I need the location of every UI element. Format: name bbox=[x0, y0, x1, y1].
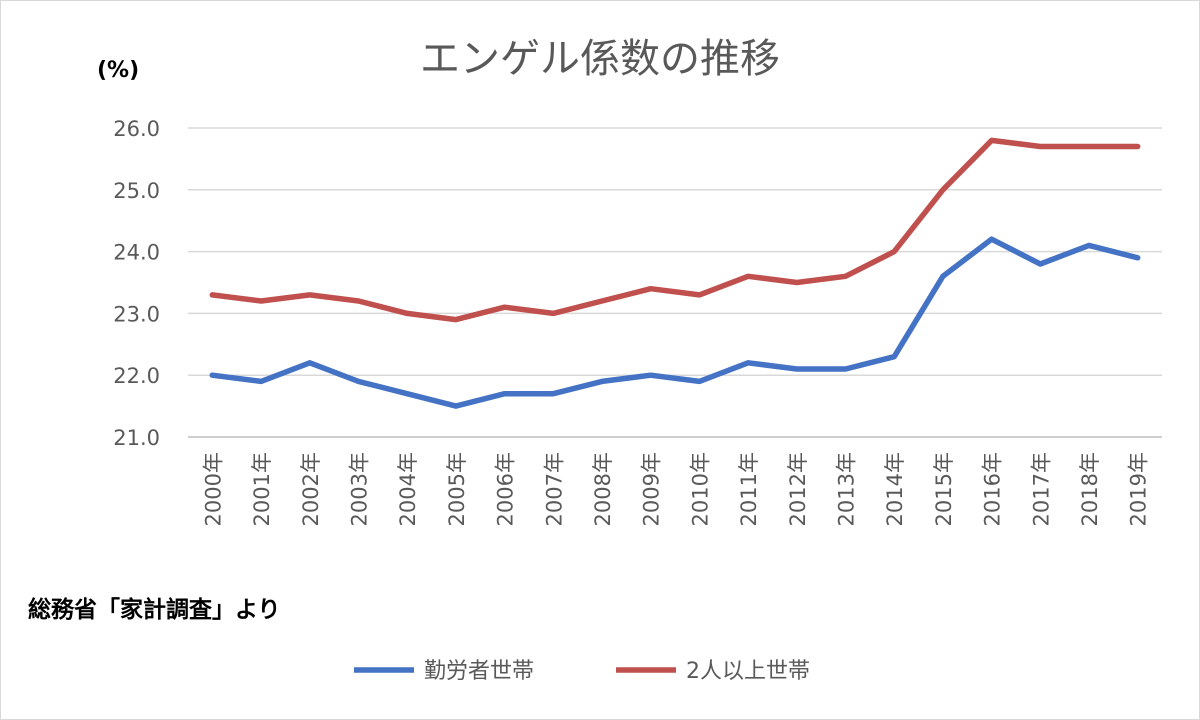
x-tick-label: 2002年 bbox=[299, 452, 323, 526]
y-tick-label: 24.0 bbox=[113, 241, 160, 265]
x-tick-label: 2017年 bbox=[1029, 452, 1053, 526]
x-tick-label: 2012年 bbox=[786, 452, 810, 526]
x-tick-label: 2004年 bbox=[396, 452, 420, 526]
x-tick-label: 2009年 bbox=[640, 452, 664, 526]
y-tick-label: 21.0 bbox=[113, 426, 160, 450]
legend: 勤労者世帯 2人以上世帯 bbox=[354, 659, 810, 684]
chart-title: エンゲル係数の推移 bbox=[420, 36, 780, 82]
series-line-1 bbox=[209, 236, 1141, 409]
x-tick-label: 2006年 bbox=[494, 452, 518, 526]
x-tick-label: 2011年 bbox=[737, 452, 761, 526]
y-axis-unit: (%) bbox=[97, 58, 139, 83]
y-tick-label: 26.0 bbox=[113, 117, 160, 141]
x-tick-label: 2005年 bbox=[445, 452, 469, 526]
y-tick-label: 23.0 bbox=[113, 302, 160, 326]
x-tick-label: 2003年 bbox=[347, 452, 371, 526]
legend-label: 2人以上世帯 bbox=[686, 659, 810, 684]
x-tick-label: 2000年 bbox=[201, 452, 225, 526]
x-tick-label: 2007年 bbox=[542, 452, 566, 526]
x-tick-label: 2013年 bbox=[834, 452, 858, 526]
x-tick-label: 2018年 bbox=[1078, 452, 1102, 526]
x-tick-label: 2016年 bbox=[981, 452, 1005, 526]
y-tick-label: 25.0 bbox=[113, 179, 160, 203]
gridlines bbox=[188, 127, 1162, 438]
x-tick-label: 2014年 bbox=[883, 452, 907, 526]
y-tick-label: 22.0 bbox=[113, 364, 160, 388]
legend-label: 勤労者世帯 bbox=[424, 659, 534, 684]
series-line-2 bbox=[209, 137, 1141, 323]
x-tick-label: 2010年 bbox=[688, 452, 712, 526]
x-tick-label: 2015年 bbox=[932, 452, 956, 526]
series-lines bbox=[209, 137, 1141, 409]
x-tick-label: 2001年 bbox=[250, 452, 274, 526]
source-note: 総務省「家計調査」より bbox=[28, 596, 281, 623]
y-tick-labels: 21.0 22.0 23.0 24.0 25.0 26.0 bbox=[113, 117, 160, 450]
x-tick-label: 2019年 bbox=[1127, 452, 1151, 526]
x-tick-label: 2008年 bbox=[591, 452, 615, 526]
x-tick-labels: 2000年 2001年 2002年 2003年 2004年 2005年 2006年 2007年… bbox=[201, 452, 1150, 526]
